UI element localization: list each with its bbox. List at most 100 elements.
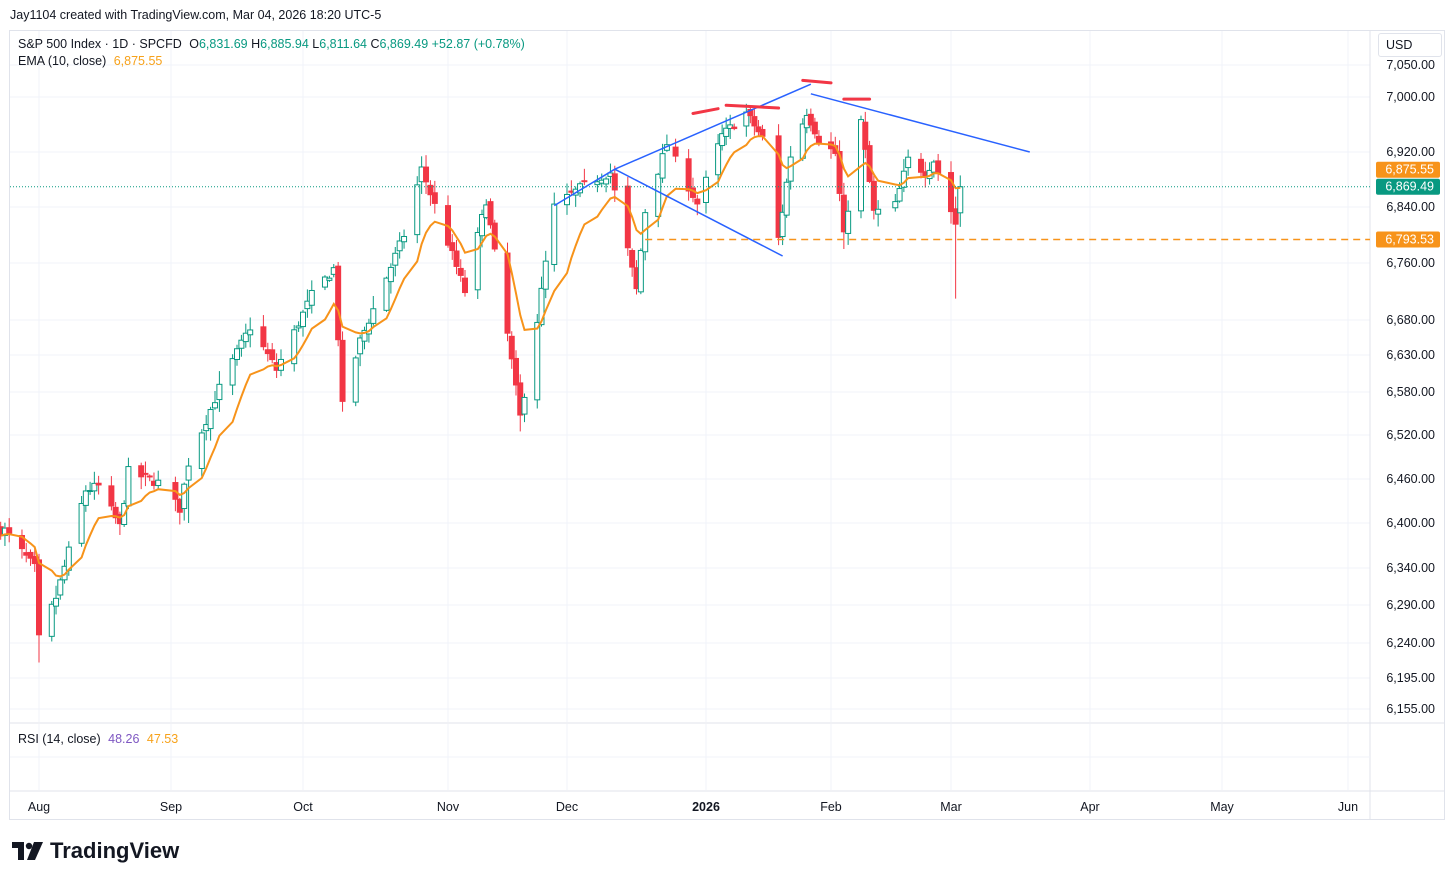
candle-body <box>108 485 115 507</box>
candle-body <box>611 173 618 191</box>
candle-body <box>234 348 240 361</box>
candle-body <box>787 156 794 182</box>
candle-body <box>538 287 545 326</box>
peak-annotation <box>724 103 781 110</box>
close-label: C <box>370 37 380 51</box>
price-axis-tag-label: 6,793.53 <box>1385 233 1434 247</box>
candle-body <box>508 335 515 360</box>
candle-body <box>747 108 754 117</box>
symbol-legend[interactable]: S&P 500 Index · 1D · SPCFD O6,831.69 H6,… <box>18 37 525 51</box>
candle-body <box>723 127 730 137</box>
candle-body <box>457 267 464 276</box>
y-tick-label: 6,760.00 <box>1386 256 1435 270</box>
y-tick-label: 6,155.00 <box>1386 702 1435 716</box>
candle-body <box>751 116 758 127</box>
candle-body <box>449 242 456 252</box>
candle-body <box>694 198 701 205</box>
close-value: 6,869.49 <box>379 37 429 51</box>
candle-body <box>53 597 60 607</box>
y-tick-label: 6,580.00 <box>1386 385 1435 399</box>
peak-annotation <box>691 107 720 115</box>
candle-body <box>629 250 636 268</box>
y-tick-label: 6,920.00 <box>1386 145 1435 159</box>
candle-body <box>212 402 218 409</box>
x-tick-label: Apr <box>1080 800 1099 814</box>
candle-body <box>672 146 679 157</box>
chart-caption: Jay1104 created with TradingView.com, Ma… <box>10 8 382 22</box>
ema-line <box>0 135 961 578</box>
x-tick-label: Feb <box>820 800 842 814</box>
candle-body <box>581 180 588 183</box>
rsi-legend[interactable]: RSI (14, close) 48.26 47.53 <box>18 732 178 746</box>
candle-body <box>624 185 631 249</box>
candle-body <box>142 472 149 475</box>
candle-body <box>807 113 814 126</box>
peak-annotation <box>801 78 833 85</box>
y-tick-label: 6,460.00 <box>1386 472 1435 486</box>
candle-body <box>462 277 468 294</box>
candle-body <box>521 396 528 415</box>
x-tick-label: Oct <box>293 800 313 814</box>
candle-body <box>952 208 959 225</box>
candle-body <box>138 465 145 478</box>
y-tick-label: 6,240.00 <box>1386 636 1435 650</box>
low-value: 6,811.64 <box>319 37 367 51</box>
y-tick-label: 6,400.00 <box>1386 516 1435 530</box>
candle-body <box>260 326 267 348</box>
x-tick-label: Mar <box>940 800 962 814</box>
candle-body <box>719 133 726 147</box>
y-tick-label: 6,520.00 <box>1386 428 1435 442</box>
candle-body <box>905 156 912 169</box>
candle-body <box>731 126 738 130</box>
candle-body <box>479 214 485 237</box>
candle-body <box>155 479 162 487</box>
candle-body <box>112 506 119 519</box>
candle-body <box>401 235 408 243</box>
x-tick-label: Aug <box>28 800 50 814</box>
trendline-flag-lower <box>614 168 783 257</box>
candle-body <box>185 465 192 481</box>
candle-body <box>836 150 843 194</box>
y-tick-label: 6,840.00 <box>1386 200 1435 214</box>
candle-body <box>513 357 519 386</box>
candle-body <box>291 329 298 365</box>
candle-body <box>335 265 342 341</box>
candle-body <box>48 603 55 637</box>
candle-body <box>207 409 214 430</box>
x-tick-label: Dec <box>556 800 578 814</box>
change-value: +52.87 (+0.78%) <box>431 37 525 51</box>
candle-body <box>198 432 205 470</box>
price-axis-tag <box>1376 178 1440 195</box>
x-tick-label: 2026 <box>692 800 720 814</box>
candle-body <box>453 250 460 267</box>
candle-body <box>957 186 964 214</box>
high-value: 6,885.94 <box>260 37 309 51</box>
candle-body <box>238 339 245 349</box>
candle-body <box>783 181 790 216</box>
candle-body <box>396 240 403 252</box>
candle-body <box>431 192 438 204</box>
trendline-rising-upper <box>614 83 812 170</box>
candle-body <box>321 276 328 288</box>
candle-body <box>229 358 236 386</box>
price-axis-tag-label: 6,869.49 <box>1385 180 1434 194</box>
trendline-rising-lower <box>553 168 616 207</box>
candle-body <box>423 166 430 183</box>
candle-body <box>352 357 359 403</box>
candle-body <box>870 180 877 211</box>
candle-body <box>6 527 13 534</box>
candle-body <box>715 143 722 176</box>
logo-text: TradingView <box>50 838 180 863</box>
ema-legend[interactable]: EMA (10, close) 6,875.55 <box>18 54 162 68</box>
x-tick-label: May <box>1210 800 1234 814</box>
candle-body <box>18 535 25 550</box>
candle-body <box>779 211 786 238</box>
candle-body <box>82 490 89 506</box>
symbol-name: S&P 500 Index · 1D · SPCFD <box>18 37 182 51</box>
chart-frame[interactable] <box>9 30 1445 820</box>
x-tick-label: Sep <box>160 800 182 814</box>
currency-button[interactable]: USD <box>1378 33 1442 57</box>
candle-body <box>300 311 306 328</box>
tradingview-logo[interactable]: TradingView <box>12 838 179 864</box>
